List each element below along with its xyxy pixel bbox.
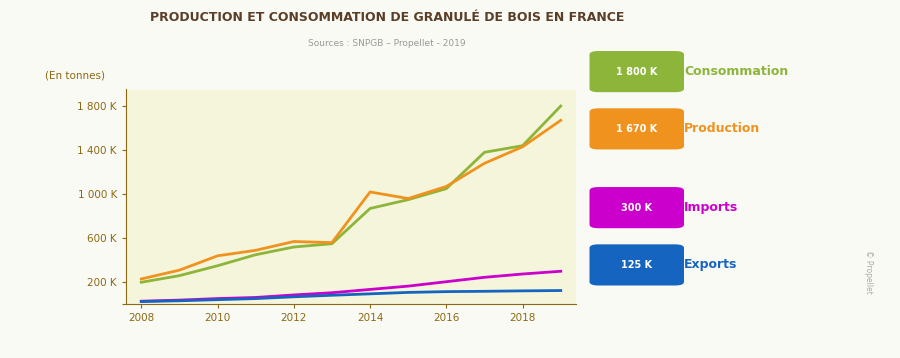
Text: (En tonnes): (En tonnes) (45, 71, 105, 81)
Text: 125 K: 125 K (621, 260, 652, 270)
Text: 1 800 K: 1 800 K (616, 67, 657, 77)
Text: Exports: Exports (684, 258, 737, 271)
Text: 1 670 K: 1 670 K (616, 124, 657, 134)
Text: Imports: Imports (684, 201, 738, 214)
Text: PRODUCTION ET CONSOMMATION DE GRANULÉ DE BOIS EN FRANCE: PRODUCTION ET CONSOMMATION DE GRANULÉ DE… (149, 11, 625, 24)
Text: Production: Production (684, 122, 760, 135)
Text: Consommation: Consommation (684, 65, 788, 78)
Text: Sources : SNPGB – Propellet - 2019: Sources : SNPGB – Propellet - 2019 (308, 39, 466, 48)
Text: 300 K: 300 K (621, 203, 652, 213)
Text: © Propellet: © Propellet (864, 250, 873, 294)
